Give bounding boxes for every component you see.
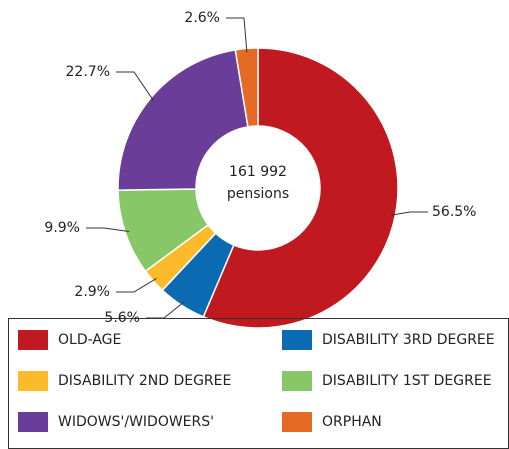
legend-label: DISABILITY 3RD DEGREE — [322, 332, 495, 348]
legend-swatch — [18, 330, 48, 350]
donut-slice — [202, 47, 399, 329]
value-label: 22.7% — [66, 64, 110, 80]
leader-line — [226, 17, 248, 53]
value-label: 56.5% — [432, 204, 476, 220]
leader-line — [146, 301, 185, 319]
legend-swatch — [18, 371, 48, 391]
value-label: 2.6% — [184, 10, 220, 26]
legend-label: OLD-AGE — [58, 332, 121, 348]
legend-swatch — [282, 330, 312, 350]
legend-label: ORPHAN — [322, 414, 382, 430]
center-caption: pensions — [227, 186, 289, 202]
value-label: 2.9% — [74, 284, 110, 300]
center-total: 161 992 — [229, 164, 287, 180]
leader-line — [116, 71, 155, 102]
donut-slice — [117, 48, 249, 191]
legend-swatch — [282, 371, 312, 391]
leader-line — [116, 278, 157, 293]
legend-label: DISABILITY 2ND DEGREE — [58, 373, 231, 389]
legend-label: WIDOWS'/WIDOWERS' — [58, 414, 214, 430]
donut-slice — [234, 47, 259, 128]
legend-swatch — [282, 412, 312, 432]
value-label: 5.6% — [104, 310, 140, 326]
value-label: 9.9% — [44, 220, 80, 236]
leader-line — [391, 211, 428, 216]
leader-line — [86, 227, 130, 233]
legend-label: DISABILITY 1ST DEGREE — [322, 373, 492, 389]
legend-swatch — [18, 412, 48, 432]
